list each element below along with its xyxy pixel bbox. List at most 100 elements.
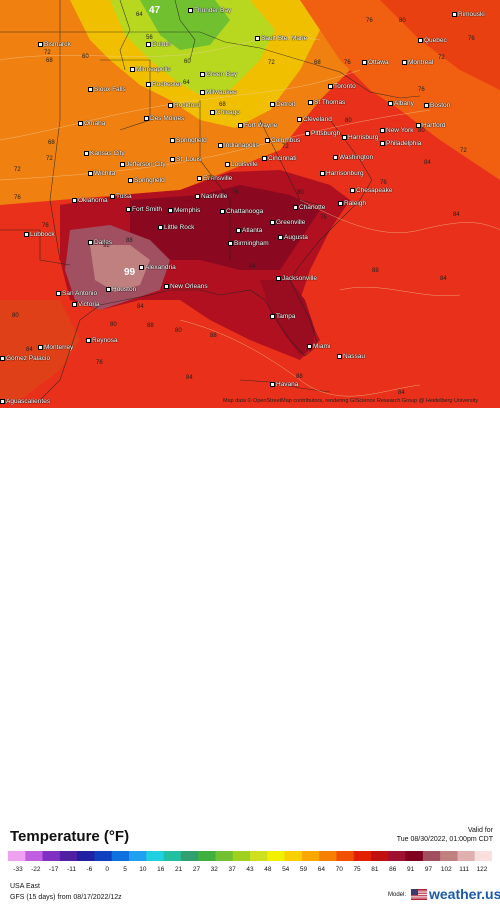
map-attribution: Map data © OpenStreetMap contributors, r… [223,398,479,404]
scale-tick-label: 27 [192,866,201,873]
contour-value: 76 [366,18,373,24]
color-swatch [146,851,165,861]
city-label: Bismarck [38,42,71,49]
contour-value: 80 [297,190,304,196]
contour-value: 80 [418,128,425,134]
city-label: New Orleans [164,284,208,291]
contour-value: 72 [208,176,215,182]
city-label: Atlanta [236,228,262,235]
contour-value: 84 [186,375,193,381]
city-label: Augusta [278,235,308,242]
city-label: Thunder Bay [188,8,231,15]
legend-panel: Temperature (°F) Valid for Tue 08/30/202… [0,408,500,902]
city-label: Alexandria [139,265,176,272]
color-swatch [319,851,337,861]
city-label: Birmingham [228,241,269,248]
contour-value: 76 [42,223,49,229]
contour-value: 88 [147,323,154,329]
city-label: Springfield [170,138,207,145]
city-label: Harrisburg [342,135,378,142]
city-label: Jacksonville [276,276,317,283]
color-swatch [301,851,320,861]
scale-tick-label: 102 [440,866,452,873]
color-swatch [215,851,234,861]
city-label: Columbus [265,138,300,145]
temperature-map[interactable]: Thunder Bay Sault Ste. Marie Quebec Bismarc… [0,0,500,408]
scale-tick-label: 111 [459,866,470,873]
color-scale-bar [8,851,492,861]
city-label: Victoria [72,302,100,309]
color-swatch [8,851,26,861]
color-swatch [59,851,78,861]
city-label: St Thomas [308,100,345,107]
brand-logo[interactable]: Model: weather.us [388,886,500,904]
city-label: Reynosa [86,338,118,345]
city-label: Fort Wayne [238,123,277,130]
city-label: Harrisonburg [320,171,364,178]
color-swatch [474,851,492,861]
scale-tick-label: -22 [31,866,41,873]
contour-value: 76 [14,195,21,201]
city-label: Philadelphia [380,141,421,148]
city-label: Quebec [418,38,447,45]
city-label: Ottawa [362,60,389,67]
city-label: Pittsburgh [305,131,340,138]
color-swatch [336,851,355,861]
city-label: Oklahoma [72,198,108,205]
contour-value: 84 [424,160,431,166]
contour-value: 84 [398,390,405,396]
city-label: Greenville [270,220,305,227]
city-label: Chesapeake [350,188,393,195]
contour-value: 80 [175,328,182,334]
color-swatch [25,851,44,861]
scale-tick-label: 70 [335,866,343,873]
brand-name: weather.us [429,886,500,902]
city-label: Tulsa [110,194,132,201]
contour-value: 72 [14,167,21,173]
city-label: Green Bay [200,72,237,79]
city-label: Chattanooga [220,209,263,216]
model-run: GFS (15 days) from 08/17/2022/12z [10,894,122,901]
city-label: Memphis [168,208,200,215]
contour-value: 72 [46,156,53,162]
city-label: Indianapolis [218,143,259,150]
contour-value: 76 [418,87,425,93]
region-name: USA East [10,883,40,890]
scale-tick-label: 64 [317,866,325,873]
contour-value: 76 [344,60,351,66]
city-label: Evansville [197,176,232,183]
color-swatch [180,851,199,861]
city-label: Raleigh [338,201,366,208]
scale-tick-label: 97 [424,866,433,873]
city-label: Duluth [146,42,171,49]
contour-value: 76 [468,36,475,42]
contour-value: 88 [296,374,303,380]
contour-value: 88 [126,238,133,244]
color-swatch [440,851,458,861]
scale-tick-label: 59 [299,866,308,873]
city-label: Detroit [270,102,295,109]
contour-value: 76 [320,215,327,221]
city-label: Kansas City [84,151,125,158]
contour-value: 68 [219,102,226,108]
contour-value: 76 [380,180,387,186]
scale-tick-label: 48 [264,866,272,873]
color-swatch [284,851,303,861]
color-swatch [111,851,130,861]
contour-value: 88 [372,268,379,274]
valid-time: Tue 08/30/2022, 01:00pm CDT [396,836,493,843]
contour-value: 76 [232,190,239,196]
color-swatch [232,851,251,861]
color-swatch [163,851,182,861]
color-swatch [198,851,216,861]
city-label: Dallas [88,240,112,247]
city-label: New York [380,128,413,135]
color-swatch [353,851,372,861]
scale-tick-label: 21 [174,866,183,873]
city-label: Fort Smith [126,207,162,214]
city-label: Jefferson City [120,162,166,169]
scale-tick-label: 75 [353,866,361,873]
contour-value: 76 [96,360,103,366]
contour-value: 64 [136,12,143,18]
city-label: Houston [106,287,136,294]
